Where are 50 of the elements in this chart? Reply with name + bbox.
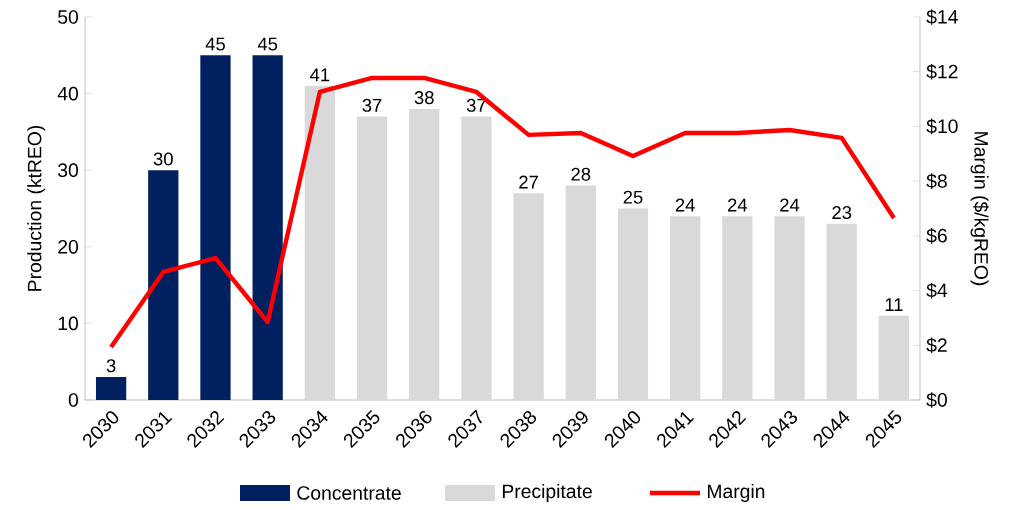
bar [513,193,544,400]
data-label: 25 [623,190,643,204]
bar [461,116,492,400]
data-label: 3 [106,359,116,373]
data-label: 30 [153,152,173,166]
bar [148,170,179,400]
data-label: 45 [257,37,278,51]
y-tick-label: 50 [58,10,79,24]
data-label: 38 [414,91,434,105]
data-label: 41 [310,68,330,82]
y2-tick-label: $0 [926,392,947,408]
y2-tick-label: $6 [926,228,947,244]
data-label: 27 [519,175,538,189]
data-label: 28 [571,167,591,181]
y2-tick-label: $14 [926,9,958,25]
bar [774,216,805,400]
y-tick-label: 30 [58,163,79,178]
data-label: 24 [675,198,695,212]
bar [565,185,596,400]
legend-label: Margin [707,483,765,502]
bar [304,85,335,400]
bar [826,223,857,400]
y-tick-label: 40 [57,86,79,101]
bar [722,216,753,400]
y2-tick-label: $8 [926,173,947,189]
bar [356,116,388,400]
y2-tick-label: $12 [926,63,958,80]
legend-label: Precipitate [502,483,592,502]
bar [200,55,231,400]
y-tick-label: 10 [58,316,79,331]
data-label: 45 [205,37,225,51]
bar [878,315,910,400]
y2-tick-label: $4 [926,282,948,299]
y-axis-title: Production (ktREO) [27,125,46,291]
data-label: 24 [728,198,748,212]
data-label: 24 [780,198,800,212]
data-label: 11 [885,298,903,311]
bar [617,208,649,400]
y2-tick-label: $2 [926,337,947,354]
bar [409,108,440,400]
legend-label: Concentrate [297,486,401,500]
y2-axis-title: Margin ($/kgREO) [970,132,989,286]
bar [95,377,127,400]
y2-tick-label: $10 [926,118,958,135]
data-label: 37 [362,98,382,112]
bar [252,55,283,400]
y-tick-label: 0 [68,393,79,407]
bar [670,216,701,400]
y-tick-label: 20 [58,239,79,254]
data-label: 23 [832,206,852,220]
